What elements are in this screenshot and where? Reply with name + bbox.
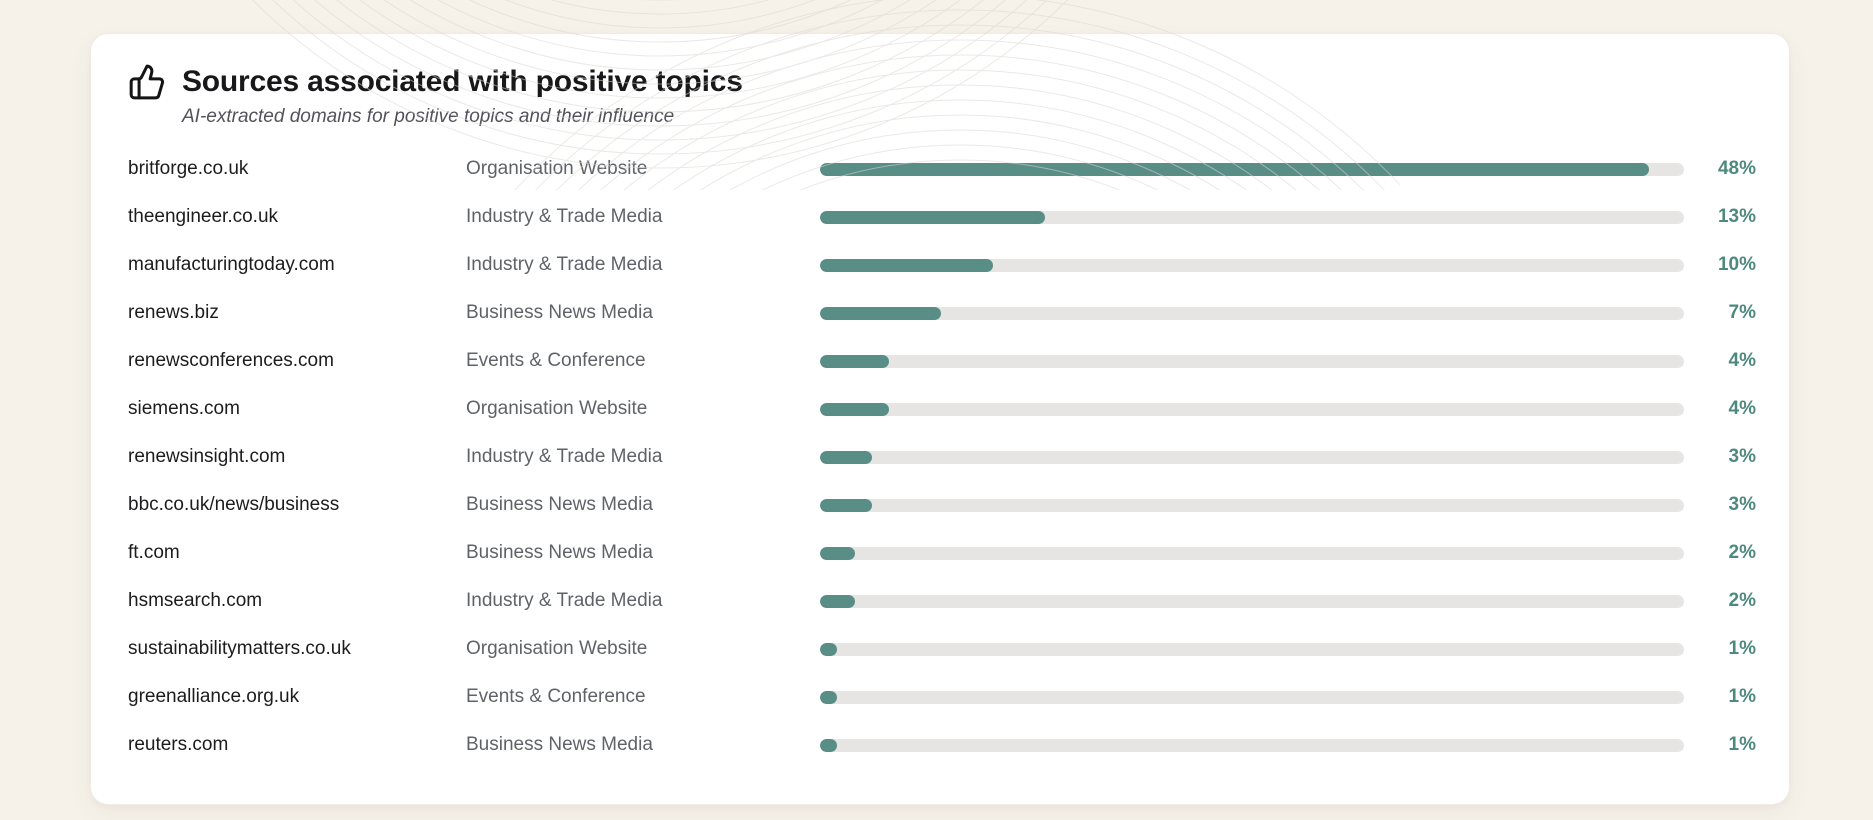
source-domain: renewsinsight.com [128,446,286,467]
bar-fill [820,546,855,560]
influence-percent: 3% [1728,494,1756,515]
bar-fill [820,210,1045,224]
influence-percent: 1% [1728,734,1756,755]
source-category: Industry & Trade Media [466,206,663,227]
source-domain: sustainabilitymatters.co.uk [128,638,351,659]
influence-percent: 2% [1728,590,1756,611]
bar-fill [820,306,941,320]
bar-fill [820,738,838,752]
bar-fill [820,690,838,704]
source-category: Organisation Website [466,638,648,659]
card-header: Sources associated with positive topics [91,34,1789,101]
influence-bar [820,306,1684,320]
influence-percent: 4% [1728,398,1756,419]
card-subtitle: AI-extracted domains for positive topics… [182,106,675,127]
source-domain: britforge.co.uk [128,158,249,179]
source-row: hsmsearch.com Industry & Trade Media 2% [91,577,1789,625]
bar-track [820,258,1684,272]
bar-track [820,306,1684,320]
bar-fill [820,258,993,272]
influence-percent: 13% [1717,206,1756,227]
source-category: Industry & Trade Media [466,590,663,611]
source-category: Organisation Website [466,398,648,419]
source-category: Events & Conference [466,686,646,707]
source-row: greenalliance.org.uk Events & Conference… [91,673,1789,721]
source-row: reuters.com Business News Media 1% [91,721,1789,769]
source-row: bbc.co.uk/news/business Business News Me… [91,481,1789,529]
bar-track [820,498,1684,512]
source-row: renews.biz Business News Media 7% [91,289,1789,337]
bar-track [820,354,1684,368]
source-row: siemens.com Organisation Website 4% [91,385,1789,433]
source-domain: renewsconferences.com [128,350,334,371]
source-bar-list: britforge.co.uk Organisation Website 48%… [91,145,1789,769]
bar-track [820,594,1684,608]
bar-fill [820,402,890,416]
bar-fill [820,162,1650,176]
source-row: sustainabilitymatters.co.uk Organisation… [91,625,1789,673]
bar-track [820,210,1684,224]
influence-percent: 1% [1728,686,1756,707]
bar-fill [820,498,872,512]
influence-bar [820,162,1684,176]
source-row: renewsconferences.com Events & Conferenc… [91,337,1789,385]
card-title: Sources associated with positive topics [182,65,743,99]
thumbs-up-icon [129,64,165,100]
source-domain: bbc.co.uk/news/business [128,494,340,515]
bar-track [820,690,1684,704]
positive-sources-card: Sources associated with positive topics … [90,33,1790,805]
influence-bar [820,402,1684,416]
influence-percent: 4% [1728,350,1756,371]
bar-track [820,402,1684,416]
influence-bar [820,354,1684,368]
bar-track [820,642,1684,656]
influence-bar [820,690,1684,704]
influence-percent: 3% [1728,446,1756,467]
influence-bar [820,450,1684,464]
influence-bar [820,642,1684,656]
source-category: Business News Media [466,734,653,755]
source-category: Industry & Trade Media [466,254,663,275]
bar-fill [820,594,855,608]
source-domain: siemens.com [128,398,240,419]
source-category: Industry & Trade Media [466,446,663,467]
bar-fill [820,354,890,368]
source-domain: theengineer.co.uk [128,206,279,227]
influence-bar [820,546,1684,560]
source-row: britforge.co.uk Organisation Website 48% [91,145,1789,193]
source-domain: ft.com [128,542,180,563]
source-category: Business News Media [466,542,653,563]
source-domain: hsmsearch.com [128,590,263,611]
influence-percent: 7% [1728,302,1756,323]
bar-track [820,738,1684,752]
source-row: manufacturingtoday.com Industry & Trade … [91,241,1789,289]
source-domain: reuters.com [128,734,229,755]
source-category: Business News Media [466,302,653,323]
influence-percent: 2% [1728,542,1756,563]
source-domain: greenalliance.org.uk [128,686,300,707]
bar-track [820,450,1684,464]
source-domain: manufacturingtoday.com [128,254,335,275]
bar-fill [820,450,872,464]
influence-percent: 10% [1717,254,1756,275]
influence-bar [820,594,1684,608]
source-domain: renews.biz [128,302,219,323]
influence-percent: 48% [1717,158,1756,179]
source-category: Events & Conference [466,350,646,371]
influence-percent: 1% [1728,638,1756,659]
influence-bar [820,498,1684,512]
source-row: ft.com Business News Media 2% [91,529,1789,577]
source-category: Organisation Website [466,158,648,179]
source-category: Business News Media [466,494,653,515]
source-row: theengineer.co.uk Industry & Trade Media… [91,193,1789,241]
source-row: renewsinsight.com Industry & Trade Media… [91,433,1789,481]
influence-bar [820,738,1684,752]
bar-fill [820,642,838,656]
influence-bar [820,210,1684,224]
influence-bar [820,258,1684,272]
bar-track [820,546,1684,560]
bar-track [820,162,1684,176]
